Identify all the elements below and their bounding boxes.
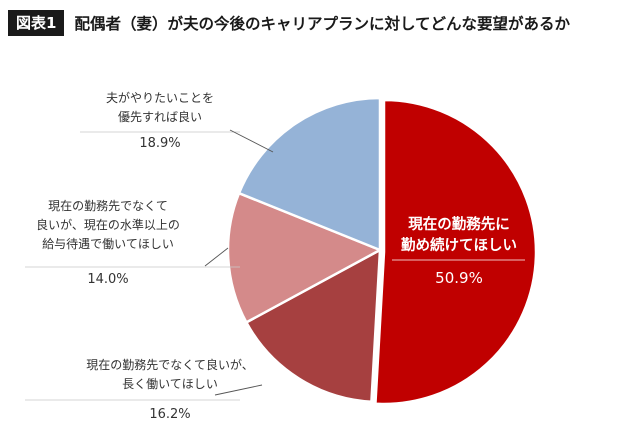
- slice-value-label: 18.9%: [139, 136, 180, 151]
- slice-value-label: 50.9%: [435, 269, 483, 287]
- pie-slice-3: [237, 96, 382, 252]
- leader-line: [214, 384, 263, 396]
- leader-line: [229, 129, 274, 153]
- slice-label-line: 現在の勤務先でなくて良いが、: [86, 357, 253, 372]
- slice-label-line: 現在の勤務先でなくて: [48, 199, 168, 213]
- slice-value-label: 14.0%: [87, 272, 128, 287]
- slice-label-1: 現在の勤務先でなくて良いが、長く働いてほしい 16.2%: [25, 357, 263, 422]
- slice-label-line: 現在の勤務先に: [408, 215, 510, 233]
- leader-line: [204, 247, 229, 267]
- slice-label-line: 良いが、現在の水準以上の: [36, 217, 180, 232]
- pie-slice-1: [244, 247, 382, 404]
- chart-header: 図表1 配偶者（妻）が夫の今後のキャリアプランに対してどんな要望があるか: [8, 10, 570, 36]
- slice-label-line: 優先すれば良い: [118, 109, 202, 124]
- pie-slice-2: [226, 191, 383, 325]
- slice-label-line: 夫がやりたいことを: [106, 90, 214, 105]
- figure-badge: 図表1: [8, 10, 65, 36]
- chart-title: 配偶者（妻）が夫の今後のキャリアプランに対してどんな要望があるか: [74, 15, 570, 33]
- pie-slice-0: [374, 98, 538, 406]
- slice-label-line: 勤め続けてほしい: [401, 236, 517, 254]
- slice-label-line: 給与待遇で働いてほしい: [42, 237, 174, 251]
- slice-label-line: 長く働いてほしい: [122, 377, 218, 391]
- slice-value-label: 16.2%: [149, 407, 190, 422]
